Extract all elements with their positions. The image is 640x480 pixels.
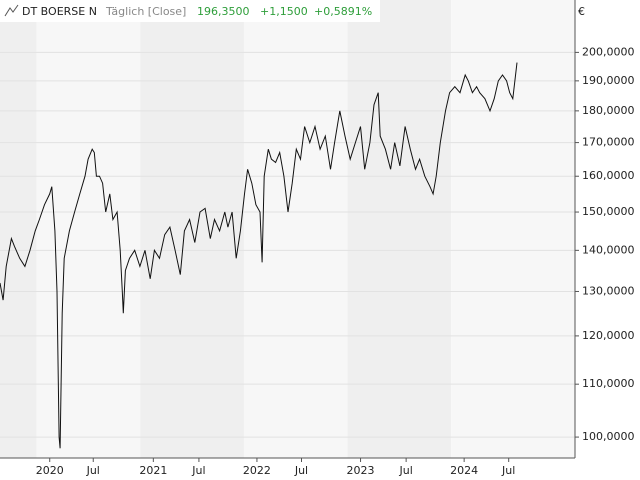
x-tick-label: 2021 — [139, 464, 167, 477]
header-background — [0, 0, 380, 22]
y-tick-label: 110,0000 — [582, 377, 635, 390]
y-tick-label: 140,0000 — [582, 243, 635, 256]
x-tick-label: Jul — [294, 464, 308, 477]
y-tick-label: 100,0000 — [582, 430, 635, 443]
y-tick-label: 130,0000 — [582, 284, 635, 297]
background-band — [243, 0, 348, 458]
y-tick-label: 150,0000 — [582, 205, 635, 218]
chart-icon — [4, 4, 19, 17]
price-line — [0, 62, 518, 449]
x-tick-label: 2020 — [36, 464, 64, 477]
change-percent: +0,5891% — [314, 5, 372, 18]
instrument-name: DT BOERSE N — [22, 5, 97, 18]
background-band — [451, 0, 575, 458]
y-tick-label: 190,0000 — [582, 74, 635, 87]
x-tick-label: Jul — [398, 464, 412, 477]
grid — [0, 51, 575, 438]
interval: Täglich [Close] — [105, 5, 186, 18]
y-tick-label: 170,0000 — [582, 136, 635, 149]
y-tick-label: 160,0000 — [582, 169, 635, 182]
x-tick-label: Jul — [191, 464, 205, 477]
y-tick-label: 180,0000 — [582, 104, 635, 117]
y-unit: € — [578, 5, 585, 18]
background-band — [347, 0, 452, 458]
x-tick-label: 2023 — [347, 464, 375, 477]
background-band — [36, 0, 141, 458]
y-tick-label: 200,0000 — [582, 45, 635, 58]
x-tick-label: Jul — [501, 464, 515, 477]
last-price: 196,3500 — [197, 5, 250, 18]
background-bands — [0, 0, 575, 458]
background-band — [0, 0, 37, 458]
x-tick-label: 2022 — [243, 464, 271, 477]
x-tick-label: 2024 — [450, 464, 478, 477]
y-tick-label: 120,0000 — [582, 329, 635, 342]
x-tick-label: Jul — [86, 464, 100, 477]
plot — [0, 62, 518, 449]
change: +1,1500 — [260, 5, 308, 18]
